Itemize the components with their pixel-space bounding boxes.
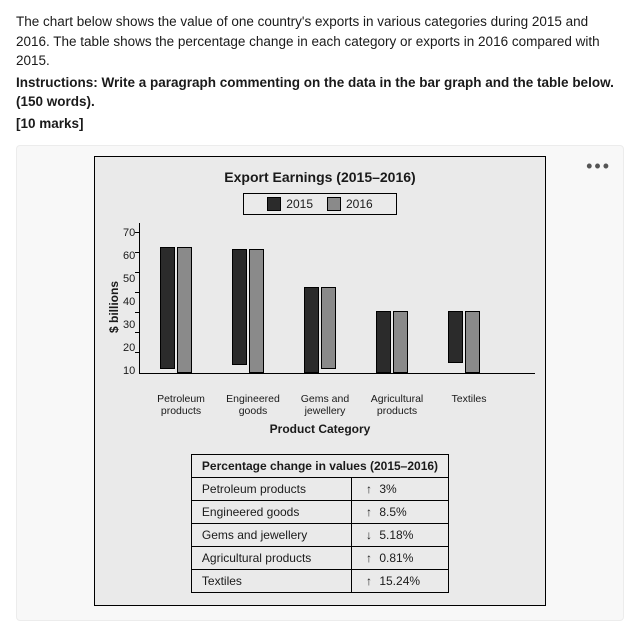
table-cell-value: ↑ 0.81% xyxy=(352,546,449,569)
arrow-up-icon: ↑ xyxy=(362,574,376,588)
legend-item-2015: 2015 xyxy=(267,197,313,211)
table-cell-value: ↑ 15.24% xyxy=(352,569,449,592)
legend-item-2016: 2016 xyxy=(327,197,373,211)
y-tick-label: 70 xyxy=(123,227,135,239)
percentage-table: Percentage change in values (2015–2016) … xyxy=(191,454,449,593)
intro-line1: The chart below shows the value of one c… xyxy=(16,12,624,71)
y-tick xyxy=(135,332,140,333)
bar-2015 xyxy=(448,311,463,363)
x-tick-label: Engineeredgoods xyxy=(217,391,289,417)
legend-swatch-2016 xyxy=(327,197,341,211)
bar-2016 xyxy=(465,311,480,373)
legend-swatch-2015 xyxy=(267,197,281,211)
chart-body: $ billions 70 60 50 40 30 20 10 xyxy=(105,223,535,391)
y-tick-label: 30 xyxy=(123,319,135,331)
bar-group xyxy=(232,249,264,373)
table-cell-name: Agricultural products xyxy=(191,546,351,569)
bar-2015 xyxy=(376,311,391,373)
table-cell-value: ↓ 5.18% xyxy=(352,523,449,546)
arrow-down-icon: ↓ xyxy=(362,528,376,542)
bar-2016 xyxy=(249,249,264,373)
y-tick-label: 60 xyxy=(123,250,135,262)
bar-2015 xyxy=(304,287,319,373)
legend-label-2015: 2015 xyxy=(286,197,313,211)
more-menu-icon[interactable]: ••• xyxy=(586,156,611,177)
x-tick-label: Agriculturalproducts xyxy=(361,391,433,417)
y-tick xyxy=(135,272,140,273)
y-axis-ticks: 70 60 50 40 30 20 10 xyxy=(121,223,139,391)
bar-2015 xyxy=(160,247,175,369)
table-cell-name: Engineered goods xyxy=(191,500,351,523)
bar-group xyxy=(304,287,336,373)
intro-marks: [10 marks] xyxy=(16,114,624,134)
table-cell-value: ↑ 3% xyxy=(352,477,449,500)
x-tick-label: Petroleumproducts xyxy=(145,391,217,417)
table-row: Engineered goods↑ 8.5% xyxy=(191,500,448,523)
x-axis-labels: PetroleumproductsEngineeredgoodsGems and… xyxy=(145,391,505,417)
y-tick xyxy=(135,232,140,233)
table-cell-name: Textiles xyxy=(191,569,351,592)
table-cell-name: Gems and jewellery xyxy=(191,523,351,546)
y-tick xyxy=(135,352,140,353)
bar-2016 xyxy=(177,247,192,373)
table-row: Textiles↑ 15.24% xyxy=(191,569,448,592)
bar-group xyxy=(160,247,192,373)
chart-title: Export Earnings (2015–2016) xyxy=(105,169,535,185)
arrow-up-icon: ↑ xyxy=(362,551,376,565)
intro-instructions: Instructions: Write a paragraph commenti… xyxy=(16,73,624,112)
chart-legend: 2015 2016 xyxy=(243,193,397,215)
figure-card: ••• Export Earnings (2015–2016) 2015 201… xyxy=(16,145,624,620)
bar-group xyxy=(376,311,408,373)
x-axis-title: Product Category xyxy=(105,422,535,436)
y-tick-label: 40 xyxy=(123,296,135,308)
table-row: Petroleum products↑ 3% xyxy=(191,477,448,500)
arrow-up-icon: ↑ xyxy=(362,505,376,519)
y-tick-label: 50 xyxy=(123,273,135,285)
table-cell-value: ↑ 8.5% xyxy=(352,500,449,523)
table-header: Percentage change in values (2015–2016) xyxy=(191,454,448,477)
bar-group xyxy=(448,311,480,373)
x-tick-label: Textiles xyxy=(433,391,505,417)
y-axis-label: $ billions xyxy=(105,223,121,391)
y-tick-label: 20 xyxy=(123,342,135,354)
y-tick-label: 10 xyxy=(123,365,135,377)
arrow-up-icon: ↑ xyxy=(362,482,376,496)
chart-frame: Export Earnings (2015–2016) 2015 2016 $ … xyxy=(94,156,546,605)
table-row: Agricultural products↑ 0.81% xyxy=(191,546,448,569)
table-cell-name: Petroleum products xyxy=(191,477,351,500)
legend-label-2016: 2016 xyxy=(346,197,373,211)
bar-2016 xyxy=(393,311,408,373)
y-tick xyxy=(135,292,140,293)
y-tick xyxy=(135,252,140,253)
x-tick-label: Gems andjewellery xyxy=(289,391,361,417)
plot-area xyxy=(139,223,535,374)
y-tick xyxy=(135,312,140,313)
question-intro: The chart below shows the value of one c… xyxy=(16,12,624,133)
bar-2015 xyxy=(232,249,247,365)
table-row: Gems and jewellery↓ 5.18% xyxy=(191,523,448,546)
bar-2016 xyxy=(321,287,336,369)
